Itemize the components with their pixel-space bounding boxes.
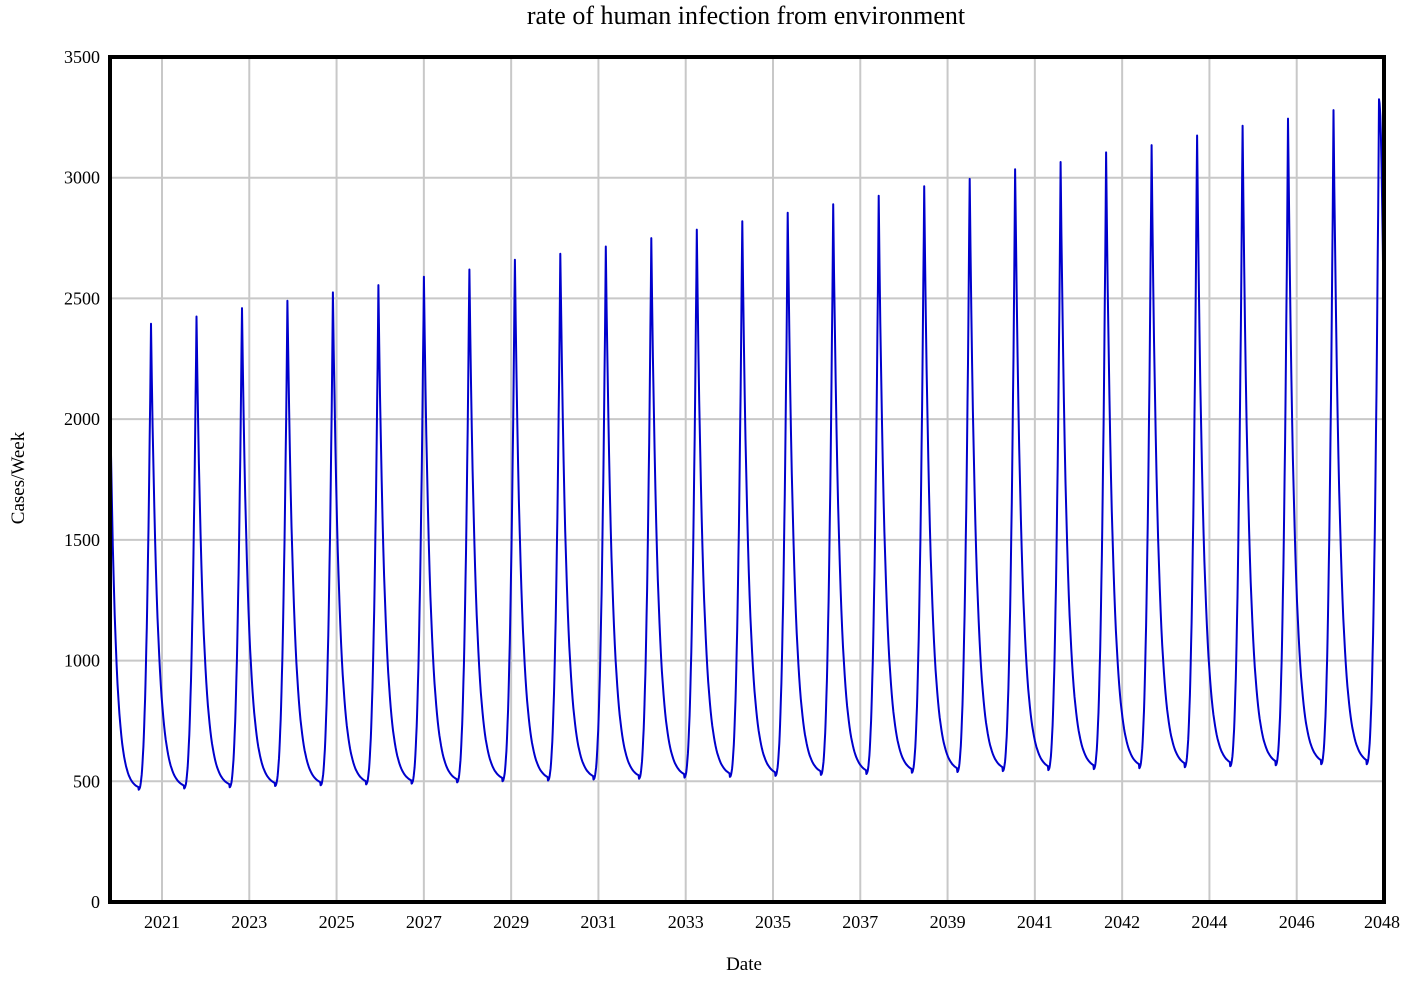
x-tick-label: 2037 <box>842 912 878 932</box>
x-tick-label: 2025 <box>319 912 355 932</box>
gridlines <box>110 56 1384 903</box>
x-tick-label: 2031 <box>580 912 616 932</box>
y-axis-label: Cases/Week <box>8 431 29 524</box>
y-tick-label: 1500 <box>64 530 100 550</box>
y-tick-label: 3500 <box>64 47 100 67</box>
x-tick-label: 2042 <box>1104 912 1140 932</box>
y-tick-label: 0 <box>91 892 100 912</box>
y-axis-ticks: 0 500 1000 1500 2000 2500 3000 3500 <box>64 47 100 912</box>
x-tick-label: 2041 <box>1017 912 1053 932</box>
plot-frame <box>108 55 1386 904</box>
x-tick-label: 2039 <box>930 912 966 932</box>
x-tick-label: 2023 <box>231 912 267 932</box>
x-axis-label: Date <box>726 954 762 975</box>
y-tick-label: 1000 <box>64 651 100 671</box>
x-tick-label: 2029 <box>493 912 529 932</box>
x-tick-label: 2035 <box>755 912 791 932</box>
x-tick-label: 2046 <box>1279 912 1315 932</box>
x-axis-ticks: 2021 2023 2025 2027 2029 2031 2033 2035 2037 2039… <box>144 912 1400 932</box>
x-tick-label: 2021 <box>144 912 180 932</box>
x-tick-label: 2044 <box>1191 912 1227 932</box>
x-tick-label: 2048 <box>1364 912 1400 932</box>
y-tick-label: 500 <box>73 771 100 791</box>
chart-title: rate of human infection from environment <box>527 1 966 30</box>
series-line <box>109 98 1385 791</box>
y-tick-label: 2500 <box>64 288 100 308</box>
x-tick-label: 2033 <box>668 912 704 932</box>
y-tick-label: 2000 <box>64 409 100 429</box>
y-tick-label: 3000 <box>64 168 100 188</box>
x-tick-label: 2027 <box>406 912 442 932</box>
